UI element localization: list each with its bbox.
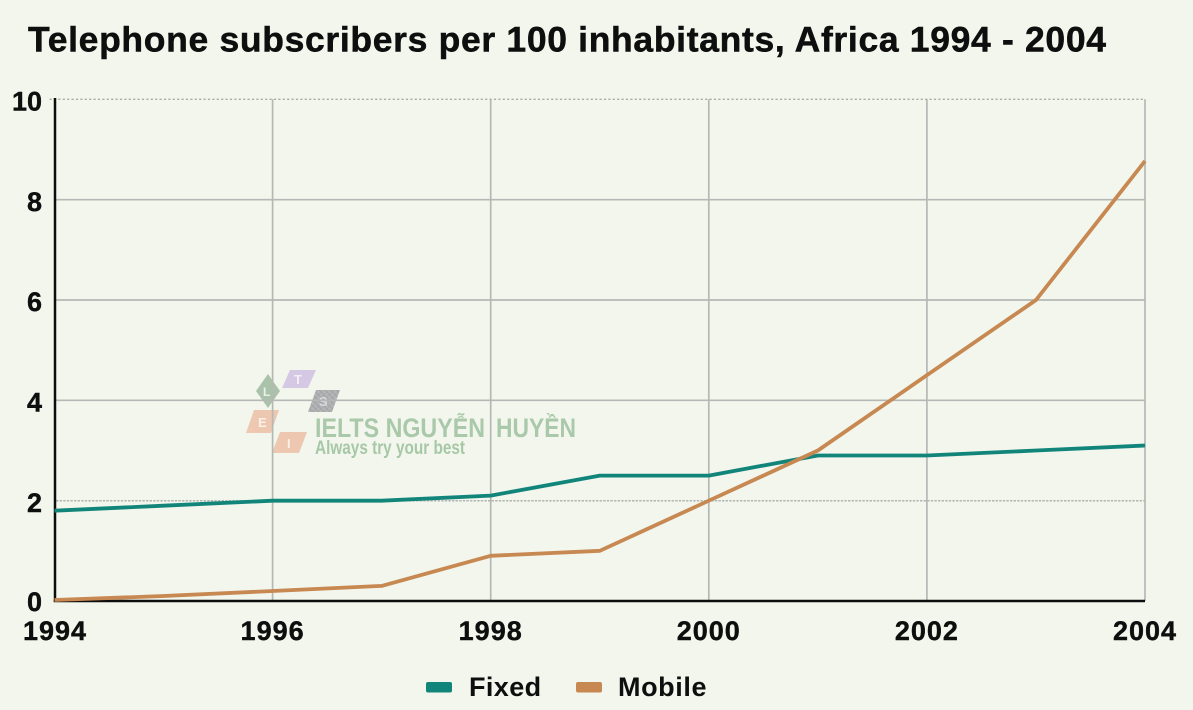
svg-text:Fixed: Fixed — [469, 672, 542, 702]
svg-text:1996: 1996 — [241, 616, 305, 646]
svg-text:L: L — [263, 385, 270, 399]
svg-text:HUYỀN: HUYỀN — [496, 412, 576, 443]
svg-text:S: S — [319, 394, 328, 409]
svg-text:IELTS NGUYỄN: IELTS NGUYỄN — [315, 412, 485, 443]
svg-text:Telephone subscribers per 100: Telephone subscribers per 100 inhabitant… — [28, 20, 1107, 60]
svg-text:T: T — [294, 372, 302, 387]
svg-text:1998: 1998 — [459, 616, 523, 646]
svg-text:2004: 2004 — [1113, 616, 1177, 646]
svg-text:2: 2 — [27, 488, 42, 518]
svg-text:E: E — [258, 415, 267, 430]
svg-text:Always try your best: Always try your best — [315, 438, 466, 459]
svg-text:2002: 2002 — [895, 616, 959, 646]
svg-text:Mobile: Mobile — [618, 672, 707, 702]
svg-text:6: 6 — [27, 287, 42, 317]
svg-text:2000: 2000 — [677, 616, 741, 646]
svg-text:1994: 1994 — [23, 616, 87, 646]
svg-text:8: 8 — [27, 187, 42, 217]
svg-text:I: I — [287, 436, 291, 451]
svg-text:0: 0 — [27, 587, 42, 617]
svg-text:10: 10 — [12, 87, 42, 117]
svg-text:4: 4 — [27, 388, 42, 418]
